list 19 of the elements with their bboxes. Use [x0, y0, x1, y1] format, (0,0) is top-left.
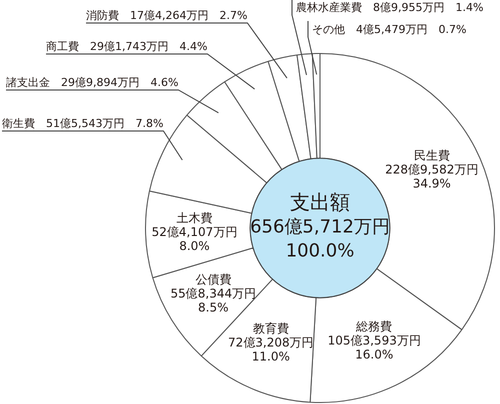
data-label: 55億8,344万円 8.5%: [170, 286, 256, 314]
slice-label: 消防費 17億4,264万円 2.7%: [86, 9, 248, 22]
slice-label: 商工費 29億1,743万円 4.4%: [46, 40, 208, 53]
slice-label: 公債費: [195, 272, 232, 286]
data-label: 52億4,107万円 8.0%: [152, 224, 238, 253]
slice-label: 農林水産業費 8億9,955万円 1.4%: [296, 1, 484, 14]
slice-label: 教育費: [252, 322, 289, 336]
data-label: 228億9,582万円 34.9%: [385, 162, 478, 191]
slice-label: 衛生費 51億5,543万円 7.8%: [2, 117, 164, 130]
data-label: 105億3,593万円 16.0%: [328, 333, 421, 362]
text: 100.0%: [286, 240, 354, 262]
text: 656億5,712万円: [250, 216, 390, 238]
slice-label: その他 4億5,479万円 0.7%: [312, 23, 466, 36]
text: 支出額: [290, 190, 350, 214]
slice-label: 総務費: [355, 319, 392, 334]
data-label: 72億3,208万円 11.0%: [228, 336, 314, 364]
slice-label: 諸支出金 29億9,894万円 4.6%: [6, 76, 178, 89]
slice-label: 民生費: [414, 148, 450, 163]
slice-label: 土木費: [176, 210, 212, 225]
